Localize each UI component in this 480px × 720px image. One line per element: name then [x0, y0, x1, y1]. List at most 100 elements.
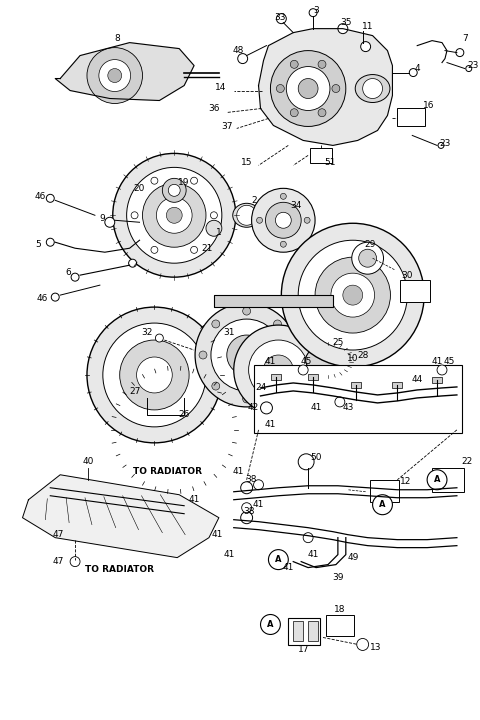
Circle shape [270, 50, 346, 127]
Text: 26: 26 [179, 410, 190, 419]
Text: TO RADIATOR: TO RADIATOR [133, 467, 202, 477]
Text: 49: 49 [347, 553, 359, 562]
Text: 16: 16 [423, 101, 435, 110]
Circle shape [274, 320, 281, 328]
Circle shape [274, 382, 281, 390]
Circle shape [237, 205, 256, 225]
Circle shape [256, 217, 263, 223]
Text: 27: 27 [129, 387, 140, 397]
Text: 10: 10 [347, 354, 359, 362]
Polygon shape [55, 42, 194, 101]
Text: 18: 18 [334, 605, 346, 614]
Text: 11: 11 [362, 22, 373, 31]
Circle shape [240, 482, 252, 494]
Circle shape [280, 194, 286, 199]
Text: 6: 6 [65, 268, 71, 276]
Circle shape [343, 285, 363, 305]
Bar [288, 618, 320, 645]
Circle shape [206, 220, 222, 236]
Text: 41: 41 [211, 530, 223, 539]
Text: 41: 41 [188, 495, 200, 504]
Circle shape [46, 238, 54, 246]
Circle shape [252, 189, 315, 252]
Circle shape [276, 14, 286, 24]
Circle shape [280, 241, 286, 247]
Circle shape [249, 340, 308, 400]
Circle shape [298, 454, 314, 469]
Circle shape [264, 355, 293, 385]
Circle shape [304, 217, 310, 223]
Circle shape [332, 84, 340, 92]
Circle shape [99, 60, 131, 91]
Bar [271, 374, 281, 380]
Circle shape [156, 197, 192, 233]
Circle shape [168, 184, 180, 197]
Text: 3: 3 [313, 6, 319, 15]
Text: 41: 41 [265, 358, 276, 366]
Text: 1: 1 [216, 228, 222, 237]
Circle shape [162, 179, 186, 202]
Circle shape [372, 495, 393, 515]
Text: 41: 41 [265, 420, 276, 429]
Circle shape [438, 143, 444, 148]
Text: 38: 38 [245, 475, 256, 485]
Circle shape [120, 340, 189, 410]
Circle shape [151, 177, 158, 184]
Text: 8: 8 [115, 34, 120, 43]
Bar [397, 109, 425, 127]
Circle shape [286, 66, 330, 110]
Circle shape [240, 512, 252, 523]
Circle shape [70, 557, 80, 567]
Circle shape [298, 78, 318, 99]
Text: 28: 28 [357, 351, 368, 359]
Text: 34: 34 [290, 201, 302, 210]
Text: 13: 13 [370, 643, 381, 652]
Text: 41: 41 [432, 358, 443, 366]
Circle shape [298, 365, 308, 375]
Circle shape [298, 240, 408, 350]
Circle shape [242, 503, 252, 513]
Text: 51: 51 [324, 158, 336, 167]
Circle shape [276, 84, 284, 92]
Circle shape [210, 212, 217, 219]
Text: 9: 9 [99, 214, 105, 222]
Bar [308, 374, 318, 380]
Circle shape [105, 217, 115, 228]
Circle shape [352, 242, 384, 274]
Circle shape [199, 351, 207, 359]
Ellipse shape [355, 75, 390, 102]
Circle shape [212, 320, 220, 328]
Circle shape [211, 319, 282, 391]
Text: 31: 31 [223, 328, 235, 336]
Circle shape [363, 78, 383, 99]
Circle shape [335, 397, 345, 407]
Text: 35: 35 [340, 18, 351, 27]
Circle shape [409, 68, 417, 76]
Text: 15: 15 [241, 158, 252, 167]
Circle shape [265, 202, 301, 238]
Bar [351, 382, 360, 388]
Text: 47: 47 [52, 557, 64, 566]
Circle shape [243, 307, 251, 315]
Circle shape [309, 9, 317, 17]
Circle shape [261, 402, 273, 414]
Text: 4: 4 [414, 64, 420, 73]
Text: TO RADIATOR: TO RADIATOR [85, 565, 154, 574]
Circle shape [456, 49, 464, 57]
Ellipse shape [233, 203, 261, 228]
Bar [310, 148, 332, 163]
Circle shape [51, 293, 59, 301]
Bar [293, 621, 303, 642]
Text: 46: 46 [35, 192, 46, 201]
Text: 20: 20 [134, 184, 145, 193]
Circle shape [108, 68, 122, 83]
Polygon shape [259, 29, 393, 145]
Text: 39: 39 [332, 573, 344, 582]
Circle shape [136, 357, 172, 393]
Text: 2: 2 [252, 196, 257, 204]
Circle shape [113, 153, 236, 277]
Text: 17: 17 [299, 645, 310, 654]
Circle shape [191, 246, 198, 253]
Text: 50: 50 [310, 454, 322, 462]
Text: 41: 41 [223, 550, 234, 559]
